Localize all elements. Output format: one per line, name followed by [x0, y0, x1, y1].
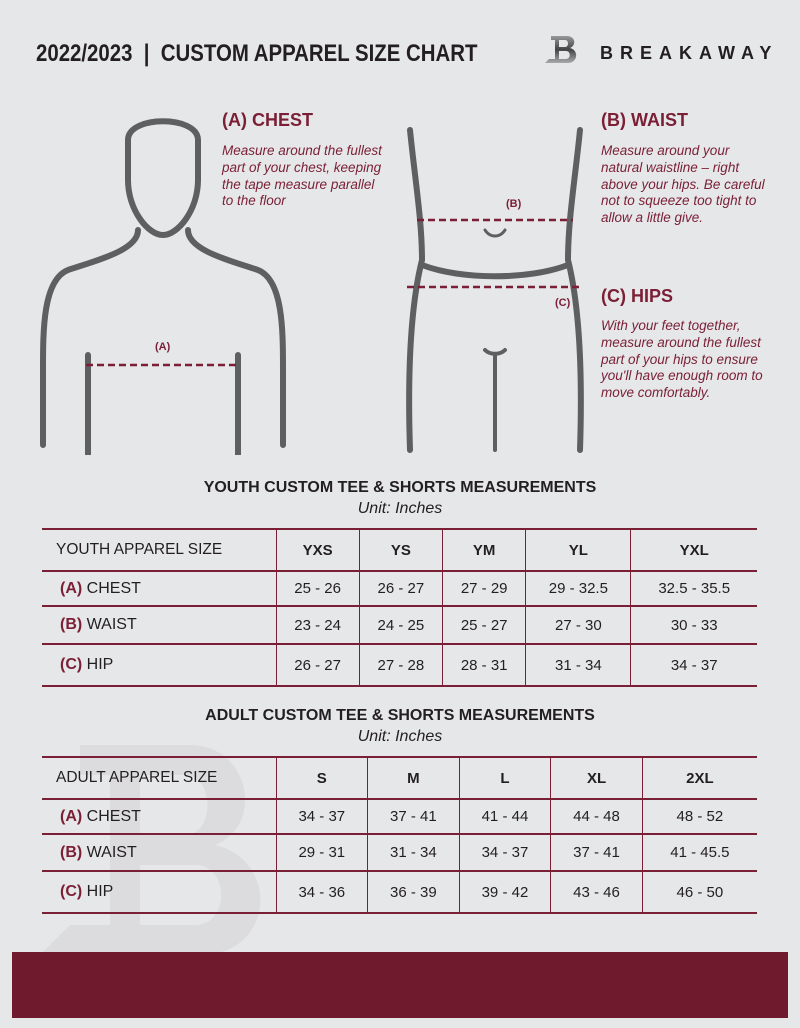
chest-marker: (A) — [155, 341, 171, 353]
header-cell: L — [458, 756, 551, 800]
row-label: (A) CHEST — [42, 798, 276, 835]
youth-size-table: YOUTH APPAREL SIZE YXS YS YM YL YXL (A) … — [42, 528, 757, 687]
chest-text: Measure around the fullest part of your … — [222, 143, 382, 209]
page-title: 2022/2023 | CUSTOM APPAREL SIZE CHART — [36, 40, 478, 67]
table-row: (B) WAIST 23 - 24 24 - 25 25 - 27 27 - 30 30 … — [42, 605, 757, 645]
cell: 23 - 24 — [275, 605, 360, 645]
cell: 46 - 50 — [641, 870, 757, 914]
cell: 28 - 31 — [442, 643, 526, 687]
chest-heading: (A) CHEST — [222, 110, 313, 130]
cell: 27 - 28 — [358, 643, 443, 687]
header-cell: ADULT APPAREL SIZE — [42, 756, 276, 800]
youth-unit: Unit: Inches — [357, 500, 443, 517]
brand-name: BREAKAWAY — [600, 43, 779, 63]
header-cell: YOUTH APPAREL SIZE — [42, 528, 276, 572]
cell: 24 - 25 — [358, 605, 443, 645]
row-label: (A) CHEST — [42, 570, 276, 607]
cell: 41 - 45.5 — [641, 833, 757, 872]
cell: 26 - 27 — [275, 643, 360, 687]
cell: 37 - 41 — [367, 798, 460, 835]
cell: 34 - 37 — [275, 798, 368, 835]
row-label: (B) WAIST — [42, 605, 276, 645]
header-cell: YS — [358, 528, 443, 572]
cell: 25 - 27 — [442, 605, 526, 645]
waist-text: Measure around your natural waistline – … — [601, 143, 765, 226]
cell: 44 - 48 — [550, 798, 643, 835]
table-header-row: YOUTH APPAREL SIZE YXS YS YM YL YXL — [42, 528, 757, 572]
hips-text: With your feet together, measure around … — [601, 318, 763, 401]
youth-table-title: YOUTH CUSTOM TEE & SHORTS MEASUREMENTS — [203, 479, 597, 496]
cell: 30 - 33 — [630, 605, 757, 645]
upper-body-illustration — [40, 118, 286, 455]
table-row: (C) HIP 26 - 27 27 - 28 28 - 31 31 - 34 34 - … — [42, 643, 757, 687]
hips-heading: (C) HIPS — [601, 286, 673, 306]
header-cell: XL — [550, 756, 643, 800]
table-row: (A) CHEST 34 - 37 37 - 41 41 - 44 44 - 48 48 … — [42, 798, 757, 835]
cell: 34 - 37 — [630, 643, 757, 687]
cell: 48 - 52 — [641, 798, 757, 835]
row-label: (C) HIP — [42, 643, 276, 687]
adult-size-table: ADULT APPAREL SIZE S M L XL 2XL (A) CHES… — [42, 756, 757, 914]
cell: 34 - 37 — [458, 833, 551, 872]
lower-body-illustration — [406, 127, 584, 453]
header-cell: YXL — [630, 528, 757, 572]
header-cell: YL — [525, 528, 631, 572]
table-row: (A) CHEST 25 - 26 26 - 27 27 - 29 29 - 32.5 3… — [42, 570, 757, 607]
footer-bar — [12, 952, 788, 1018]
table-row: (C) HIP 34 - 36 36 - 39 39 - 42 43 - 46 46 - … — [42, 870, 757, 914]
cell: 32.5 - 35.5 — [630, 570, 757, 607]
cell: 34 - 36 — [275, 870, 368, 914]
header-cell: YXS — [275, 528, 360, 572]
header-cell: S — [275, 756, 368, 800]
breakaway-logo-icon — [545, 36, 577, 63]
cell: 31 - 34 — [525, 643, 631, 687]
header-cell: M — [367, 756, 460, 800]
cell: 37 - 41 — [550, 833, 643, 872]
table-header-row: ADULT APPAREL SIZE S M L XL 2XL — [42, 756, 757, 800]
table-row: (B) WAIST 29 - 31 31 - 34 34 - 37 37 - 41 41 … — [42, 833, 757, 872]
cell: 41 - 44 — [458, 798, 551, 835]
row-label: (C) HIP — [42, 870, 276, 914]
waist-heading: (B) WAIST — [601, 110, 688, 130]
cell: 29 - 32.5 — [525, 570, 631, 607]
cell: 27 - 29 — [442, 570, 526, 607]
cell: 26 - 27 — [358, 570, 443, 607]
cell: 43 - 46 — [550, 870, 643, 914]
cell: 39 - 42 — [458, 870, 551, 914]
adult-unit: Unit: Inches — [357, 728, 443, 745]
header-cell: 2XL — [641, 756, 757, 800]
cell: 36 - 39 — [367, 870, 460, 914]
hips-marker: (C) — [555, 297, 571, 309]
cell: 27 - 30 — [525, 605, 631, 645]
row-label: (B) WAIST — [42, 833, 276, 872]
waist-marker: (B) — [506, 198, 522, 210]
cell: 25 - 26 — [275, 570, 360, 607]
cell: 29 - 31 — [275, 833, 368, 872]
header-cell: YM — [442, 528, 526, 572]
cell: 31 - 34 — [367, 833, 460, 872]
adult-table-title: ADULT CUSTOM TEE & SHORTS MEASUREMENTS — [205, 707, 595, 724]
